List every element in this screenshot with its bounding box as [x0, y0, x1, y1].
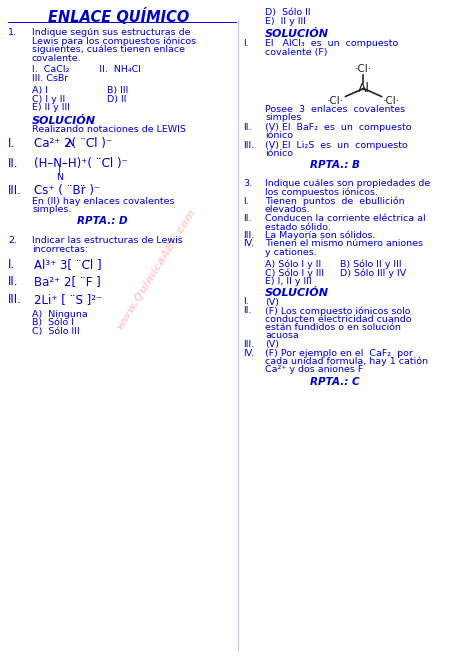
Text: III.: III.: [8, 184, 22, 197]
Text: A) I: A) I: [32, 86, 48, 95]
Text: II.: II.: [8, 157, 18, 169]
Text: (V): (V): [265, 340, 279, 349]
Text: (V) El  BaF₂  es  un  compuesto: (V) El BaF₂ es un compuesto: [265, 123, 411, 132]
Text: B)  Sólo I: B) Sólo I: [32, 318, 74, 327]
Text: estado sólido.: estado sólido.: [265, 223, 331, 231]
Text: I.: I.: [243, 40, 249, 49]
Text: incorrectas:: incorrectas:: [32, 244, 88, 254]
Text: Posee  3  enlaces  covalentes: Posee 3 enlaces covalentes: [265, 105, 405, 113]
Text: II.: II.: [243, 306, 252, 315]
Text: B) III: B) III: [107, 86, 128, 95]
Text: III.: III.: [8, 293, 22, 306]
Text: 2Li⁺ [ ¨S̈̈ ]²⁻: 2Li⁺ [ ¨S̈̈ ]²⁻: [34, 293, 102, 306]
Text: ENLACE QUÍMICO: ENLACE QUÍMICO: [48, 8, 190, 25]
Text: (F) Por ejemplo en el  CaF₂  por: (F) Por ejemplo en el CaF₂ por: [265, 349, 413, 357]
Text: I.: I.: [8, 136, 15, 150]
Text: siguientes, cuáles tienen enlace: siguientes, cuáles tienen enlace: [32, 45, 185, 54]
Text: II.: II.: [243, 214, 252, 223]
Text: www.QuimicaABC.com: www.QuimicaABC.com: [114, 208, 196, 331]
Text: A)  Ninguna: A) Ninguna: [32, 310, 88, 319]
Text: D) II: D) II: [107, 95, 127, 103]
Text: C) Sólo I y III: C) Sólo I y III: [265, 268, 324, 277]
Text: y cationes.: y cationes.: [265, 248, 317, 257]
Text: E)  II y III: E) II y III: [265, 16, 306, 26]
Text: Indique cuáles son propiedades de: Indique cuáles son propiedades de: [265, 179, 430, 188]
Text: III.: III.: [243, 340, 254, 349]
Text: (V) El  Li₂S  es  un  compuesto: (V) El Li₂S es un compuesto: [265, 140, 408, 150]
Text: covalente.: covalente.: [32, 53, 82, 63]
Text: ·Cl·: ·Cl·: [327, 96, 344, 107]
Text: acuosa: acuosa: [265, 331, 299, 341]
Text: I.  CaCl₂          II.  NH₄Cl: I. CaCl₂ II. NH₄Cl: [32, 65, 141, 74]
Text: I.: I.: [243, 297, 249, 306]
Text: II.: II.: [8, 275, 18, 288]
Text: III. CsBr: III. CsBr: [32, 74, 68, 82]
Text: iónico: iónico: [265, 149, 293, 158]
Text: Cs⁺ ( ¨Br̈ )⁻: Cs⁺ ( ¨Br̈ )⁻: [34, 184, 100, 197]
Text: El   AlCl₃  es  un  compuesto: El AlCl₃ es un compuesto: [265, 40, 398, 49]
Text: RPTA.: D: RPTA.: D: [77, 215, 128, 225]
Text: 3.: 3.: [243, 179, 252, 188]
Text: (V): (V): [265, 297, 279, 306]
Text: I.: I.: [243, 197, 249, 206]
Text: II.: II.: [243, 123, 252, 132]
Text: Lewis para los compuestos iónicos: Lewis para los compuestos iónicos: [32, 37, 196, 46]
Text: D) Sólo III y IV: D) Sólo III y IV: [340, 268, 406, 277]
Text: III.: III.: [243, 140, 254, 150]
Text: En (II) hay enlaces covalentes: En (II) hay enlaces covalentes: [32, 196, 174, 206]
Text: RPTA.: C: RPTA.: C: [310, 377, 360, 387]
Text: ·Cl·: ·Cl·: [355, 65, 372, 74]
Text: Al³⁺ 3[ ¨Cl̈ ]: Al³⁺ 3[ ¨Cl̈ ]: [34, 258, 101, 271]
Text: Al: Al: [357, 82, 370, 96]
Text: covalente (F): covalente (F): [265, 48, 328, 57]
Text: |: |: [58, 165, 61, 174]
Text: 1.: 1.: [8, 28, 17, 37]
Text: SOLUCIÓN: SOLUCIÓN: [265, 29, 329, 39]
Text: E) I, II y III: E) I, II y III: [265, 277, 312, 285]
Text: Indicar las estructuras de Lewis: Indicar las estructuras de Lewis: [32, 236, 183, 245]
Text: simples: simples: [265, 113, 301, 122]
Text: Ca²⁺ 2( ¨Cl̈ )⁻: Ca²⁺ 2( ¨Cl̈ )⁻: [34, 136, 112, 150]
Text: los compuestos iónicos.: los compuestos iónicos.: [265, 188, 378, 197]
Text: conducten electricidad cuando: conducten electricidad cuando: [265, 314, 411, 324]
Text: SOLUCIÓN: SOLUCIÓN: [265, 288, 329, 298]
Text: Tienen  puntos  de  ebullición: Tienen puntos de ebullición: [265, 197, 405, 206]
Text: C) I y II: C) I y II: [32, 95, 65, 103]
Text: La Mayoría son sólidos.: La Mayoría son sólidos.: [265, 231, 375, 241]
Text: N: N: [56, 173, 63, 182]
Text: C)  Sólo III: C) Sólo III: [32, 327, 80, 335]
Text: III.: III.: [243, 231, 254, 240]
Text: (F) Los compuesto iónicos solo: (F) Los compuesto iónicos solo: [265, 306, 410, 316]
Text: E) II y III: E) II y III: [32, 103, 70, 112]
Text: Indique según sus estructuras de: Indique según sus estructuras de: [32, 28, 191, 37]
Text: elevados.: elevados.: [265, 206, 310, 214]
Text: Tienen el mismo número aniones: Tienen el mismo número aniones: [265, 239, 423, 248]
Text: Realizando notaciones de LEWIS: Realizando notaciones de LEWIS: [32, 125, 186, 134]
Text: I.: I.: [8, 258, 15, 271]
Text: D)  Sólo II: D) Sólo II: [265, 8, 310, 17]
Text: Conducen la corriente eléctrica al: Conducen la corriente eléctrica al: [265, 214, 426, 223]
Text: iónico: iónico: [265, 131, 293, 140]
Text: Ba²⁺ 2[ ¨F̈ ]: Ba²⁺ 2[ ¨F̈ ]: [34, 275, 101, 288]
Text: (H–N–H)⁺( ¨Cl̈ )⁻: (H–N–H)⁺( ¨Cl̈ )⁻: [34, 157, 128, 169]
Text: A) Sólo I y II: A) Sólo I y II: [265, 260, 321, 269]
Text: B) Sólo II y III: B) Sólo II y III: [340, 260, 401, 269]
Text: simples.: simples.: [32, 205, 72, 214]
Text: 2.: 2.: [8, 236, 17, 245]
Text: ·Cl·: ·Cl·: [383, 96, 400, 107]
Text: SOLUCIÓN: SOLUCIÓN: [32, 116, 96, 126]
Text: están fundidos o en solución: están fundidos o en solución: [265, 323, 401, 332]
Text: Ca²⁺ y dos aniones F: Ca²⁺ y dos aniones F: [265, 366, 363, 374]
Text: cada unidad formula, hay 1 catión: cada unidad formula, hay 1 catión: [265, 357, 428, 366]
Text: RPTA.: B: RPTA.: B: [310, 161, 360, 171]
Text: IV.: IV.: [243, 349, 254, 357]
Text: IV.: IV.: [243, 239, 254, 248]
